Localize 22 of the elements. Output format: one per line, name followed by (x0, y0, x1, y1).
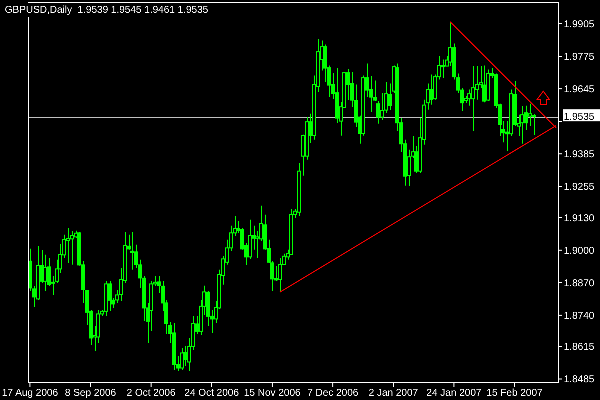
y-tick-label: 1.9775 (564, 52, 596, 64)
y-tick-label: 1.9905 (564, 20, 596, 31)
x-tick-label: 24 Jan 2007 (426, 388, 482, 399)
x-tick-label: 2 Oct 2006 (126, 388, 176, 399)
ref-line-label: 1.9535 (564, 112, 596, 124)
y-tick-label: 1.8485 (564, 374, 596, 386)
y-tick-label: 1.8740 (564, 310, 596, 322)
y-tick-label: 1.9000 (564, 246, 596, 257)
chart-title: GBPUSD,Daily 1.9539 1.9545 1.9461 1.9535 (5, 5, 209, 16)
y-tick-label: 1.9645 (564, 84, 596, 96)
x-tick-label: 15 Feb 2007 (486, 388, 544, 399)
x-tick-label: 17 Aug 2006 (2, 388, 59, 399)
y-tick-label: 1.9255 (564, 182, 596, 194)
x-tick-label: 7 Dec 2006 (307, 388, 360, 399)
x-tick-label: 8 Sep 2006 (65, 388, 117, 399)
y-tick-label: 1.8870 (564, 278, 596, 290)
y-tick-label: 1.9130 (564, 213, 596, 224)
x-tick-label: 15 Nov 2006 (244, 388, 302, 399)
x-tick-label: 24 Oct 2006 (184, 388, 240, 399)
x-tick-label: 2 Jan 2007 (368, 388, 419, 399)
y-tick-label: 1.8615 (564, 342, 596, 354)
y-tick-label: 1.9385 (564, 150, 596, 161)
